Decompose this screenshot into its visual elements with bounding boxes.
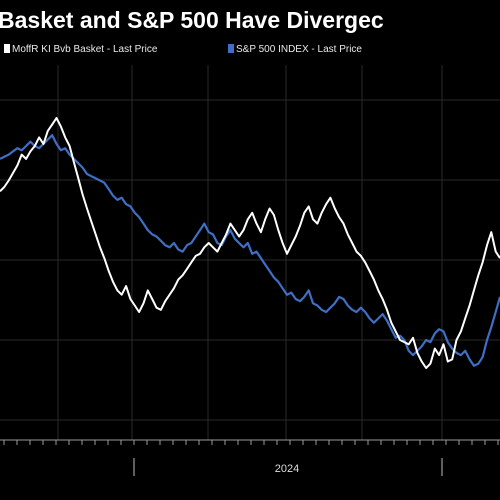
- chart-legend: MoffR KI Bvb Basket - Last Price S&P 500…: [4, 44, 362, 55]
- chart-series: [0, 117, 500, 369]
- x-tick-label-2024: 2024: [275, 463, 299, 475]
- chart-gridlines: [0, 65, 500, 440]
- legend-swatch-sp500: [228, 44, 234, 53]
- x-axis-minor-ticks: [3, 440, 499, 445]
- legend-label-basket: MoffR KI Bvb Basket - Last Price: [12, 44, 158, 55]
- legend-label-sp500: S&P 500 INDEX - Last Price: [236, 44, 362, 55]
- legend-swatch-basket: [4, 44, 10, 53]
- chart-title: Basket and S&P 500 Have Divergec: [0, 7, 384, 33]
- series-line-basket: [0, 117, 500, 369]
